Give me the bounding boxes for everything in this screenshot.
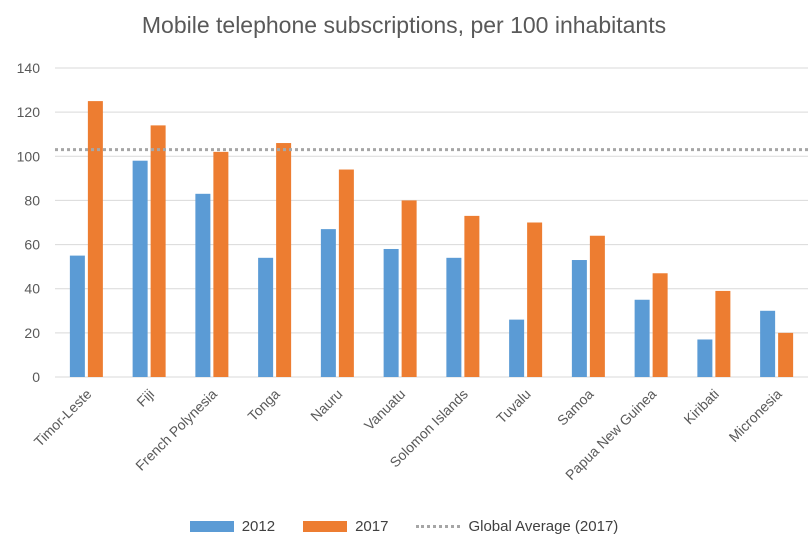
bar-2012-timor-leste: [69, 255, 85, 377]
bar-2012-samoa: [571, 260, 587, 377]
bar-2017-timor-leste: [87, 101, 103, 377]
bar-2017-tonga: [276, 143, 292, 377]
bar-2012-vanuatu: [383, 248, 399, 377]
y-tick-label-0: 0: [32, 369, 40, 385]
legend-item-2012: 2012: [189, 518, 276, 535]
legend-item-2017: 2017: [303, 518, 388, 535]
x-tick-label-tuvalu: Tuvalu: [493, 386, 534, 427]
x-tick-label-kiribati: Kiribati: [680, 386, 722, 428]
chart-title: Mobile telephone subscriptions, per 100 …: [141, 12, 667, 38]
y-tick-label-120: 120: [17, 104, 41, 120]
bar-2017-papua-new-guinea: [652, 273, 668, 377]
bar-2012-french-polynesia: [195, 193, 211, 377]
legend-label-2012: 2012: [241, 518, 276, 535]
legend-swatch-global-average: [416, 525, 461, 528]
y-tick-label-20: 20: [24, 325, 40, 341]
x-tick-label-tonga: Tonga: [244, 386, 282, 424]
bar-2012-kiribati: [697, 339, 713, 377]
x-tick-label-nauru: Nauru: [307, 386, 345, 424]
bar-2017-nauru: [338, 169, 354, 377]
bar-2017-tuvalu: [527, 222, 543, 377]
legend-swatch-2017: [303, 521, 348, 532]
legend-label-2017: 2017: [355, 518, 389, 535]
bar-2017-vanuatu: [401, 200, 417, 377]
x-tick-label-samoa: Samoa: [554, 386, 597, 429]
y-tick-label-80: 80: [24, 192, 40, 208]
bar-2017-solomon-islands: [464, 215, 480, 377]
bar-2012-nauru: [320, 229, 336, 377]
bar-2012-tonga: [258, 257, 274, 377]
y-tick-label-40: 40: [24, 281, 40, 297]
x-tick-label-timor-leste: Timor-Leste: [31, 386, 95, 450]
bar-2017-fiji: [150, 125, 166, 377]
bar-2017-micronesia: [778, 332, 794, 377]
y-tick-label-100: 100: [17, 148, 41, 164]
legend-item-global-average: Global Average (2017): [416, 518, 618, 535]
x-tick-label-fiji: Fiji: [133, 386, 157, 410]
x-tick-label-vanuatu: Vanuatu: [361, 386, 408, 433]
legend-label-global-average: Global Average (2017): [468, 518, 619, 535]
bar-2017-kiribati: [715, 290, 731, 377]
x-tick-label-micronesia: Micronesia: [726, 386, 785, 445]
y-tick-label-140: 140: [17, 60, 41, 76]
bar-2012-fiji: [132, 160, 148, 377]
bar-2012-solomon-islands: [446, 257, 462, 377]
bar-2017-samoa: [589, 235, 605, 377]
bar-2012-papua-new-guinea: [634, 299, 650, 377]
bar-2017-french-polynesia: [213, 151, 229, 377]
bar-2012-micronesia: [760, 310, 776, 377]
chart-legend: 2012 2017 Global Average (2017): [0, 518, 808, 535]
bar-2012-tuvalu: [509, 319, 525, 377]
legend-swatch-2012: [189, 521, 234, 532]
y-tick-label-60: 60: [24, 237, 40, 253]
